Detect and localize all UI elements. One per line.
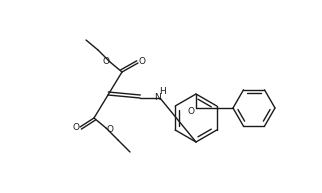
Text: O: O bbox=[107, 125, 113, 135]
Text: O: O bbox=[187, 107, 194, 115]
Text: H: H bbox=[160, 87, 166, 96]
Text: O: O bbox=[72, 124, 80, 133]
Text: O: O bbox=[138, 58, 146, 67]
Text: O: O bbox=[102, 57, 109, 65]
Text: N: N bbox=[155, 92, 161, 102]
